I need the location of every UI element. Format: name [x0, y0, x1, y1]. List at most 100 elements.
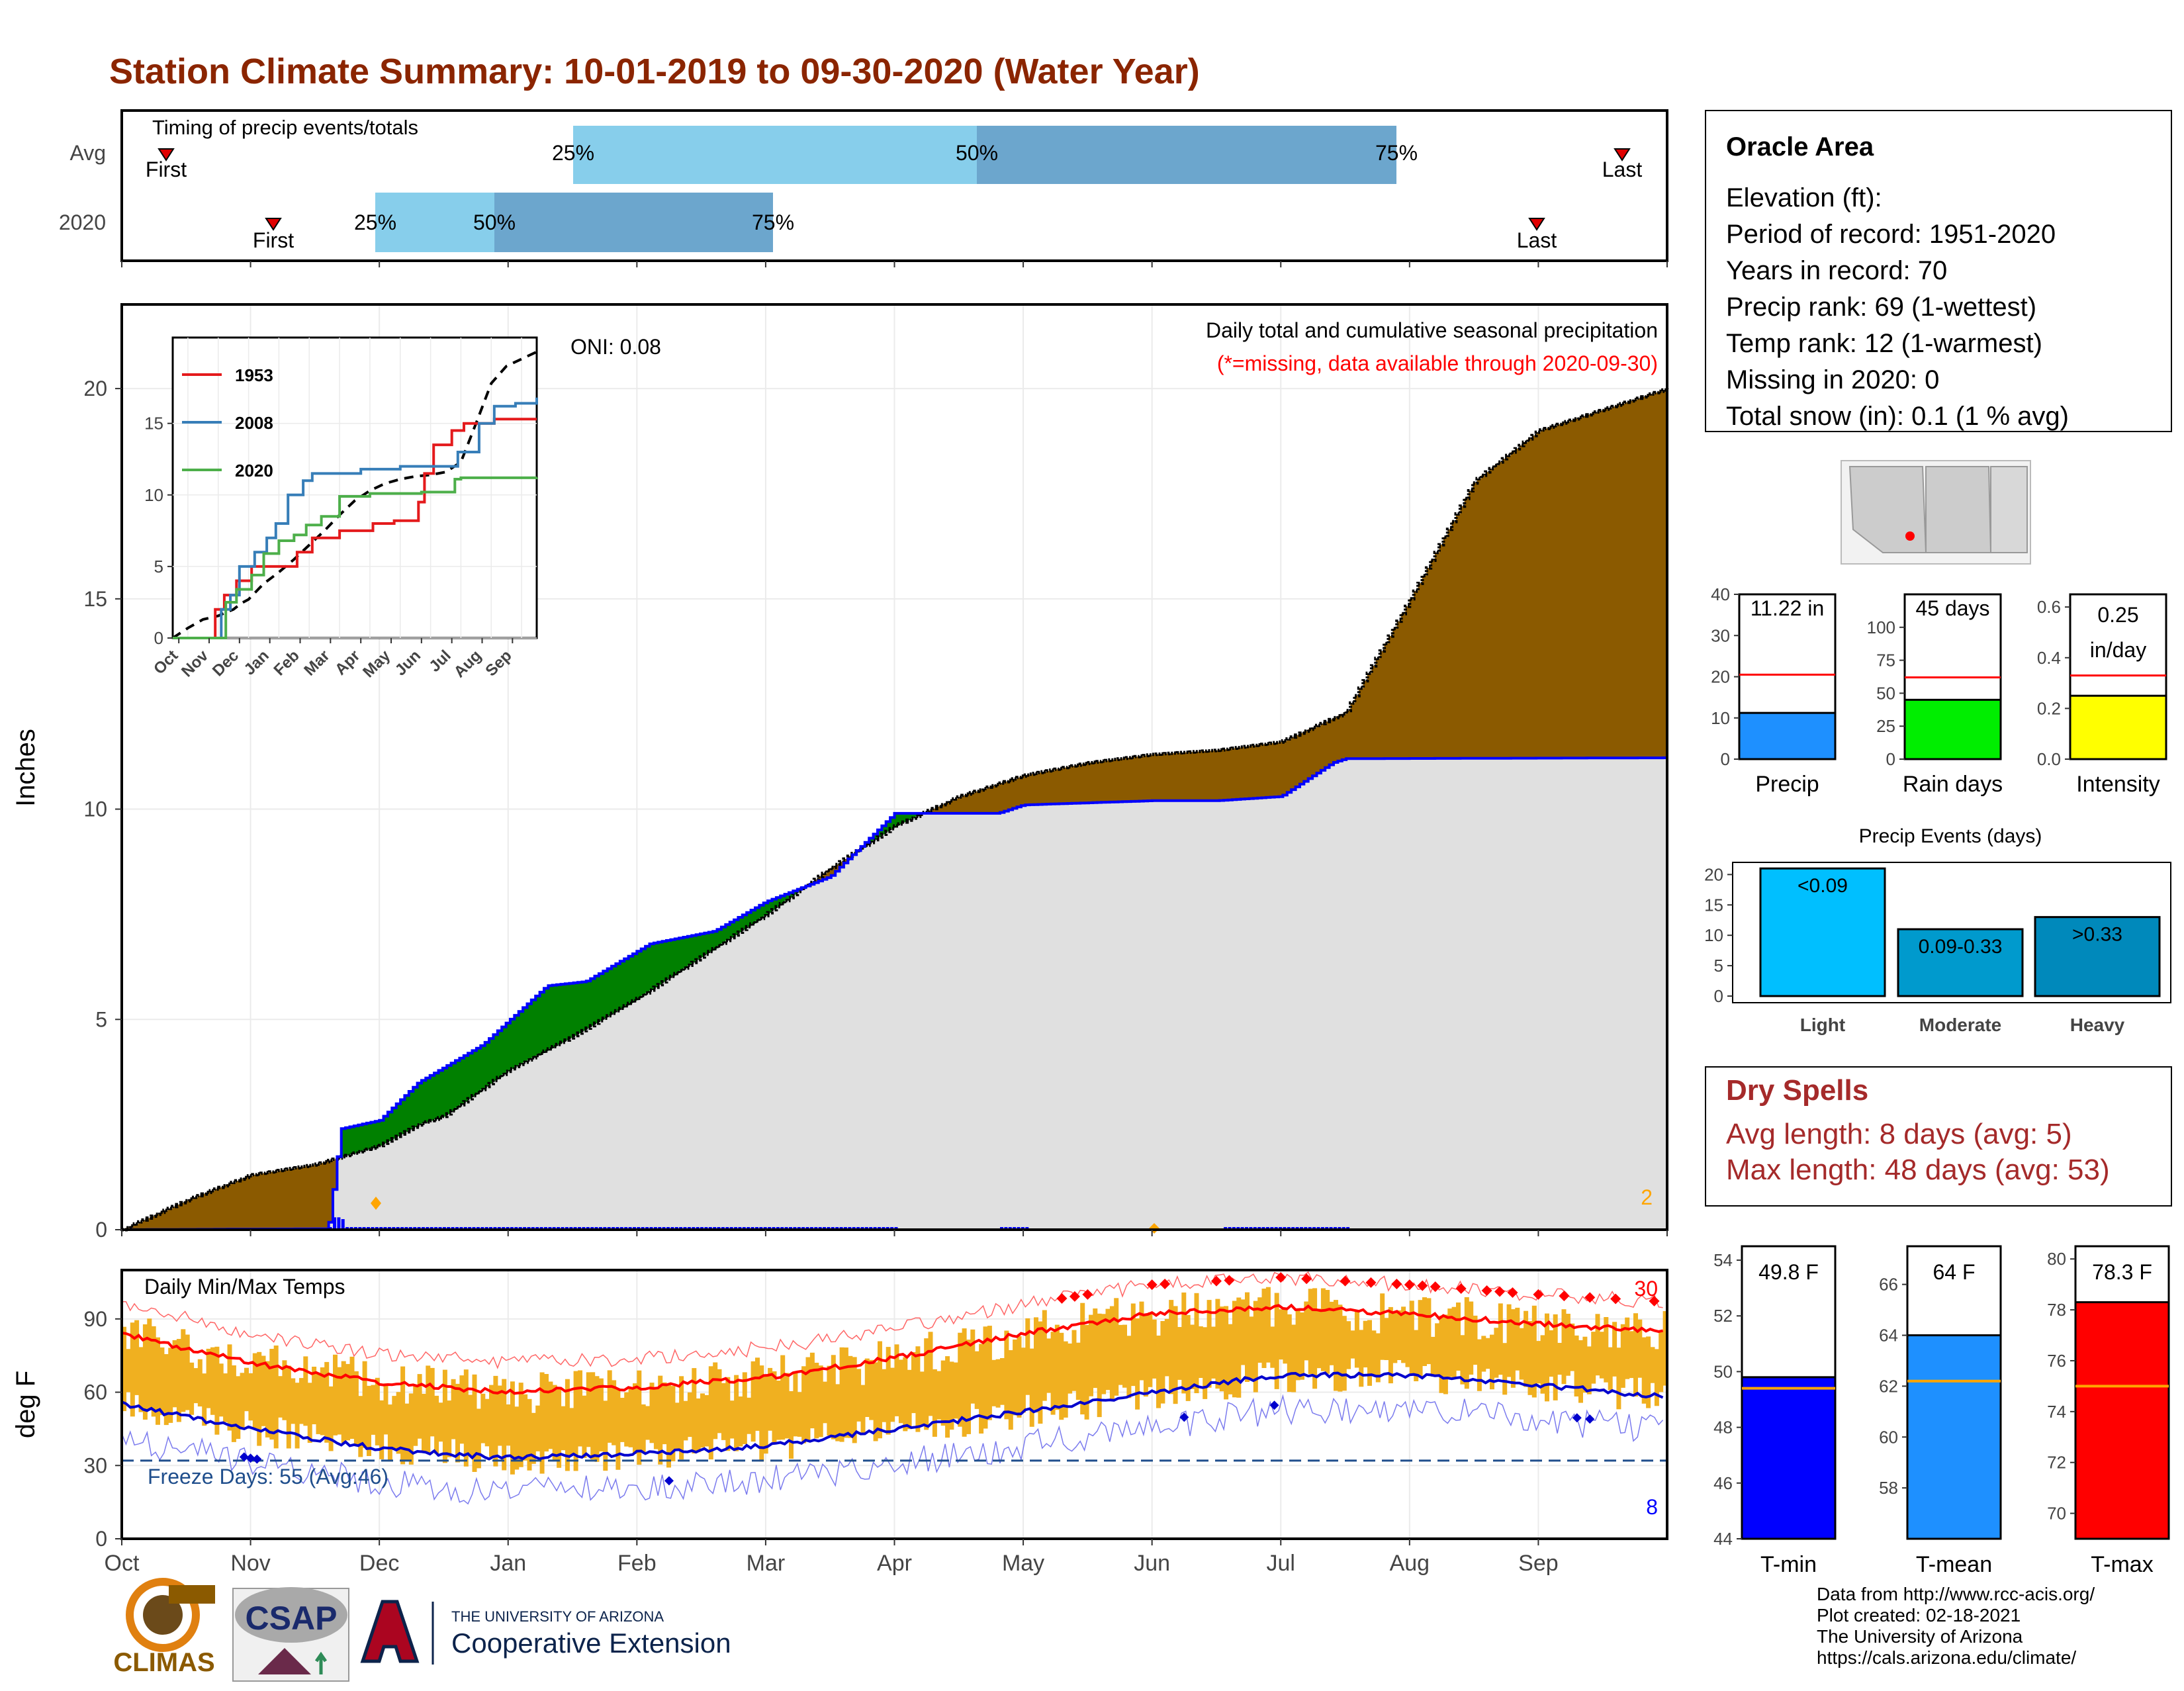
station-line: Missing in 2020: 0 [1726, 365, 1939, 394]
daily-temp-bar [172, 1340, 177, 1408]
stat-bar-label: Intensity [2076, 772, 2160, 797]
avg-q25-label: 25% [552, 141, 594, 165]
events-tick-label: 15 [1704, 895, 1723, 915]
climas-logo: CLIMAS [113, 1578, 215, 1677]
event-bar-label: <0.09 [1797, 875, 1848, 897]
daily-temp-bar [1637, 1319, 1643, 1378]
daily-temp-bar [1042, 1310, 1047, 1401]
daily-temp-bar [1633, 1313, 1638, 1397]
daily-temp-bar [1473, 1315, 1478, 1365]
daily-temp-bar [523, 1394, 528, 1461]
temp-ytick-label: 90 [83, 1307, 107, 1331]
record-high-marker [1056, 1293, 1068, 1304]
daily-temp-bar [544, 1374, 549, 1452]
daily-temp-bar [1291, 1324, 1297, 1393]
daily-temp-bar [578, 1370, 582, 1447]
avg-first-label: First [146, 158, 187, 181]
daily-temp-bar [396, 1392, 401, 1454]
avg-min-line [121, 1371, 1664, 1461]
daily-temp-bar [1265, 1287, 1271, 1363]
daily-temp-bar [1021, 1348, 1026, 1413]
record-max-line [121, 1271, 1663, 1369]
daily-temp-bar [261, 1355, 266, 1426]
daily-temp-bar [1586, 1346, 1592, 1394]
daily-temp-bar [202, 1373, 207, 1426]
event-bar [1759, 867, 1886, 997]
daily-temp-bar [983, 1326, 988, 1429]
daily-temp-bar [1013, 1339, 1018, 1416]
events-tick-label: 5 [1714, 956, 1723, 976]
daily-temp-bar [953, 1362, 958, 1419]
daily-temp-bar [1232, 1301, 1237, 1398]
legend-2008: 2008 [235, 413, 273, 433]
record-low-marker [1572, 1413, 1582, 1423]
daily-temp-bar [987, 1326, 992, 1420]
y2020-q50-q75-bar [494, 193, 773, 252]
legend-2020: 2020 [235, 461, 273, 480]
timing-panel: Timing of precip events/totals Avg 2020 … [59, 109, 1668, 267]
daily-temp-bar [1017, 1336, 1022, 1418]
daily-temp-bar [1253, 1301, 1258, 1393]
daily-temp-bar [535, 1405, 541, 1451]
avg-first-marker [158, 148, 175, 161]
month-x-axis: Oct Nov Dec Jan Feb Mar Apr May Jun Jul Aug Sep [105, 1539, 1559, 1576]
precip-header-line1: Daily total and cumulative seasonal prec… [1206, 318, 1658, 342]
daily-temp-bar [742, 1372, 747, 1444]
daily-temp-bar [1620, 1324, 1625, 1388]
stat-bar-fill [1903, 698, 2002, 760]
daily-temp-bar [1122, 1324, 1127, 1388]
daily-temp-bar [869, 1359, 874, 1420]
daily-temp-bar [831, 1355, 836, 1440]
daily-temp-bar [966, 1340, 971, 1434]
inset-2008-line [173, 397, 538, 639]
daily-temp-bar [451, 1379, 456, 1440]
daily-temp-bar [265, 1361, 270, 1438]
inset-ytick-label: 5 [154, 557, 163, 576]
ua-block-a-icon [360, 1600, 420, 1663]
daily-temp-bar [662, 1382, 667, 1445]
daily-temp-bar [1240, 1299, 1246, 1365]
month-tick-label: Nov [230, 1551, 270, 1576]
daily-temp-bar [286, 1365, 291, 1449]
stat-bar-tick-label: 25 [1876, 716, 1895, 736]
stat-bar-intensity: 0.0 0.2 0.4 0.6 0.25 in/day Intensity [2037, 593, 2167, 797]
daily-temp-bar [1080, 1303, 1085, 1415]
cold-count: 8 [1646, 1495, 1658, 1519]
daily-temp-bar [823, 1381, 827, 1424]
daily-temp-bar [1371, 1330, 1377, 1376]
dry-spells-box: Dry Spells Avg length: 8 days (avg: 5) M… [1705, 1066, 2172, 1207]
daily-temp-bar [603, 1400, 608, 1471]
daily-temp-bar [911, 1351, 916, 1414]
daily-temp-bar [307, 1383, 312, 1443]
daily-temp-bar [1257, 1297, 1263, 1363]
stat-bar-label: Rain days [1903, 772, 2003, 797]
daily-temp-bar [497, 1385, 502, 1446]
daily-temp-bar [936, 1371, 942, 1420]
daily-temp-bar [463, 1369, 469, 1467]
daily-temp-bar [442, 1369, 447, 1463]
daily-temp-bar [633, 1383, 637, 1454]
y2020-q50-label: 50% [473, 210, 516, 234]
map-state-shape [1848, 466, 1927, 553]
inset-history-chart: 1953 2008 2020 051015OctNovDecJanFebMarA… [144, 336, 538, 681]
record-high-marker [1610, 1293, 1621, 1304]
daily-temp-bar [645, 1406, 651, 1440]
daily-temp-bar [240, 1373, 245, 1428]
daily-temp-bar [801, 1366, 807, 1443]
daily-temp-bar [206, 1348, 211, 1408]
daily-temp-bar [269, 1349, 275, 1440]
y2020-first-label: First [253, 228, 294, 252]
daily-temp-bar [375, 1377, 380, 1445]
daily-temp-bar [1477, 1339, 1482, 1391]
daily-temp-bar [1582, 1336, 1588, 1393]
stat-bar-fill [2069, 694, 2167, 760]
daily-temp-bar [818, 1365, 823, 1438]
daily-temp-bar [700, 1393, 705, 1448]
daily-temp-bar [417, 1374, 422, 1439]
daily-temp-bar [1359, 1330, 1364, 1387]
daily-temp-bar [349, 1356, 355, 1439]
daily-temp-bar [1469, 1301, 1474, 1375]
daily-temp-bar [387, 1404, 392, 1462]
daily-temp-bar [776, 1381, 781, 1440]
daily-temp-bar [1304, 1301, 1309, 1361]
